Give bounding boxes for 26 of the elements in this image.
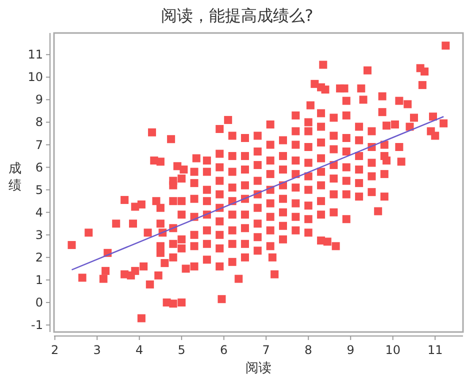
- y-tick-label: 11: [28, 48, 43, 62]
- x-tick-label: 9: [346, 343, 354, 357]
- y-tick-label: 5: [35, 182, 43, 197]
- y-tick-label: 2: [35, 250, 43, 264]
- x-axis-title: 阅读: [246, 361, 272, 376]
- y-tick-label: 1: [35, 272, 43, 287]
- x-tick-label: 5: [178, 343, 186, 357]
- x-tick-label: 10: [385, 343, 400, 357]
- x-tick-label: 3: [93, 343, 101, 357]
- y-axis-title: 成绩: [8, 162, 22, 194]
- x-tick-label: 8: [304, 343, 312, 357]
- x-tick-label: 2: [51, 343, 59, 357]
- y-tick-label: 4: [35, 205, 43, 220]
- chart-title: 阅读，能提高成绩么?: [160, 6, 314, 25]
- x-tick-label: 7: [262, 343, 270, 357]
- y-tick-label: 6: [35, 160, 43, 174]
- y-tick-label: 8: [35, 115, 43, 130]
- y-tick-label: 9: [35, 92, 43, 107]
- y-tick-label: 3: [35, 228, 43, 242]
- x-tick-label: 11: [427, 343, 443, 357]
- y-tick-label: 10: [28, 70, 43, 84]
- y-tick-label: -1: [31, 318, 43, 332]
- y-tick-label: 0: [35, 295, 43, 310]
- x-tick-label: 6: [220, 343, 228, 357]
- y-tick-label: 7: [35, 138, 43, 152]
- x-tick-label: 4: [136, 343, 144, 357]
